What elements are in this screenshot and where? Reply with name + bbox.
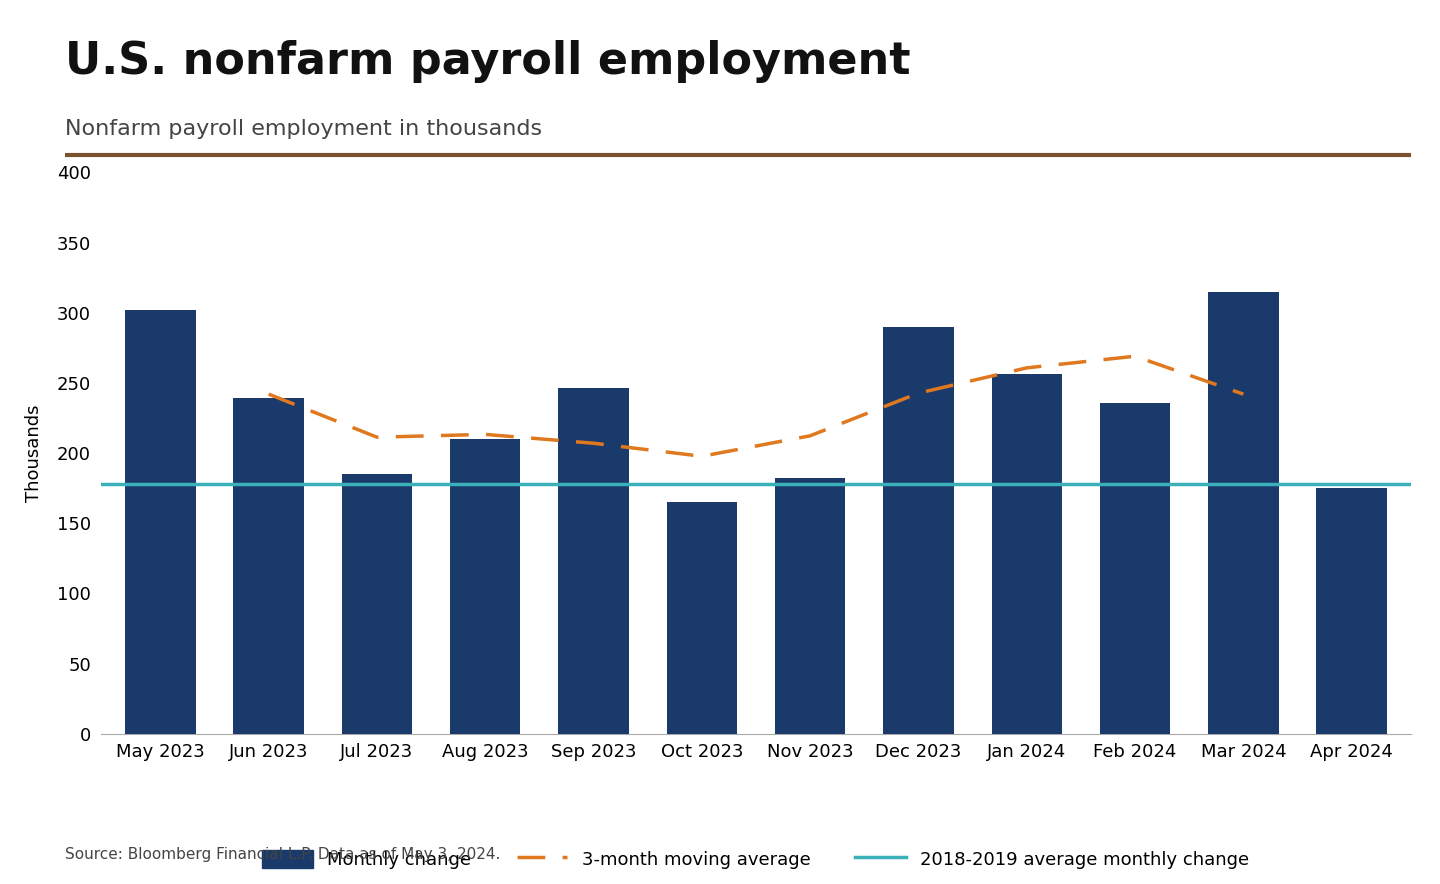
Y-axis label: Thousands: Thousands (24, 404, 43, 502)
Bar (1100, 402, 1171, 734)
Text: U.S. nonfarm payroll employment: U.S. nonfarm payroll employment (65, 40, 910, 83)
Bar (992, 375, 1061, 734)
Bar (125, 310, 196, 734)
Bar (1208, 292, 1279, 734)
Bar (233, 399, 304, 734)
Bar (559, 388, 629, 734)
Bar (883, 327, 953, 734)
Bar (451, 439, 520, 734)
Text: Source: Bloomberg Financial L.P. Data as of May 3, 2024.: Source: Bloomberg Financial L.P. Data as… (65, 847, 500, 862)
Bar (1316, 488, 1387, 734)
Bar (341, 474, 412, 734)
Text: Nonfarm payroll employment in thousands: Nonfarm payroll employment in thousands (65, 119, 541, 140)
Legend: Monthly change, 3-month moving average, 2018-2019 average monthly change: Monthly change, 3-month moving average, … (255, 842, 1257, 876)
Bar (775, 478, 845, 734)
Bar (667, 502, 737, 734)
